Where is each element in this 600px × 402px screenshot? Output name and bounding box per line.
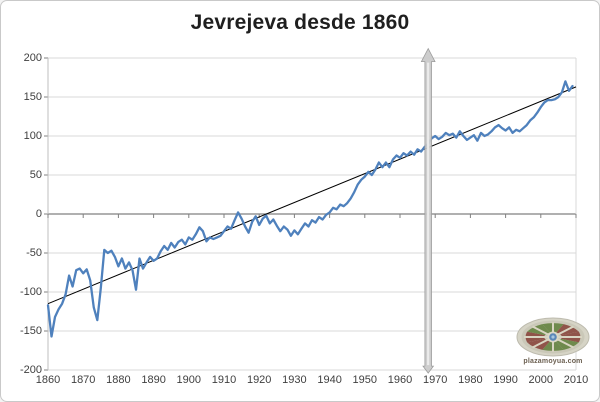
y-tick-label: 150 [23, 91, 42, 103]
y-tick-label: 0 [35, 208, 42, 220]
x-tick-label: 2000 [528, 374, 554, 386]
x-tick-label: 1970 [422, 374, 448, 386]
y-tick-label: -100 [19, 286, 42, 298]
x-tick-label: 1950 [352, 374, 378, 386]
x-tick-label: 1880 [106, 374, 131, 386]
x-tick-label: 1990 [493, 374, 518, 386]
x-tick-label: 1870 [70, 374, 96, 386]
y-tick-label: -150 [19, 325, 42, 337]
y-tick-label: 50 [29, 169, 42, 181]
x-tick-label: 1890 [141, 374, 166, 386]
y-tick-label: -200 [19, 364, 42, 376]
y-tick-label: 100 [23, 130, 42, 142]
x-tick-label: 1920 [246, 374, 272, 386]
series-line [46, 80, 574, 338]
x-tick-label: 1900 [176, 374, 202, 386]
x-tick-label: 1960 [387, 374, 413, 386]
chart-title: Jevrejeva desde 1860 [190, 11, 410, 34]
plazamoyua-logo: plazamoyua.com [513, 317, 593, 366]
plaza-aerial-icon [516, 317, 590, 357]
x-tick-label: 1940 [317, 374, 342, 386]
x-tick-label: 1860 [35, 374, 61, 386]
x-tick-label: 2010 [563, 374, 589, 386]
y-tick-label: -50 [26, 247, 42, 259]
y-tick-label: 200 [23, 52, 42, 64]
x-tick-label: 1980 [458, 374, 483, 386]
trend-line [47, 86, 577, 305]
x-tick-label: 1930 [282, 374, 307, 386]
x-tick-label: 1910 [211, 374, 237, 386]
logo-caption: plazamoyua.com [523, 358, 583, 365]
